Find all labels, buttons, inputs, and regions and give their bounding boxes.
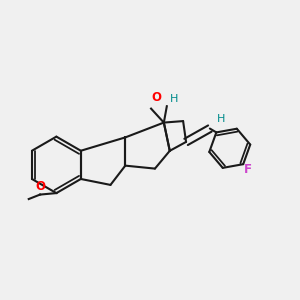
Text: F: F xyxy=(244,164,252,176)
Text: H: H xyxy=(170,94,178,104)
Text: O: O xyxy=(36,180,46,193)
Text: O: O xyxy=(152,91,161,104)
Text: H: H xyxy=(216,114,225,124)
